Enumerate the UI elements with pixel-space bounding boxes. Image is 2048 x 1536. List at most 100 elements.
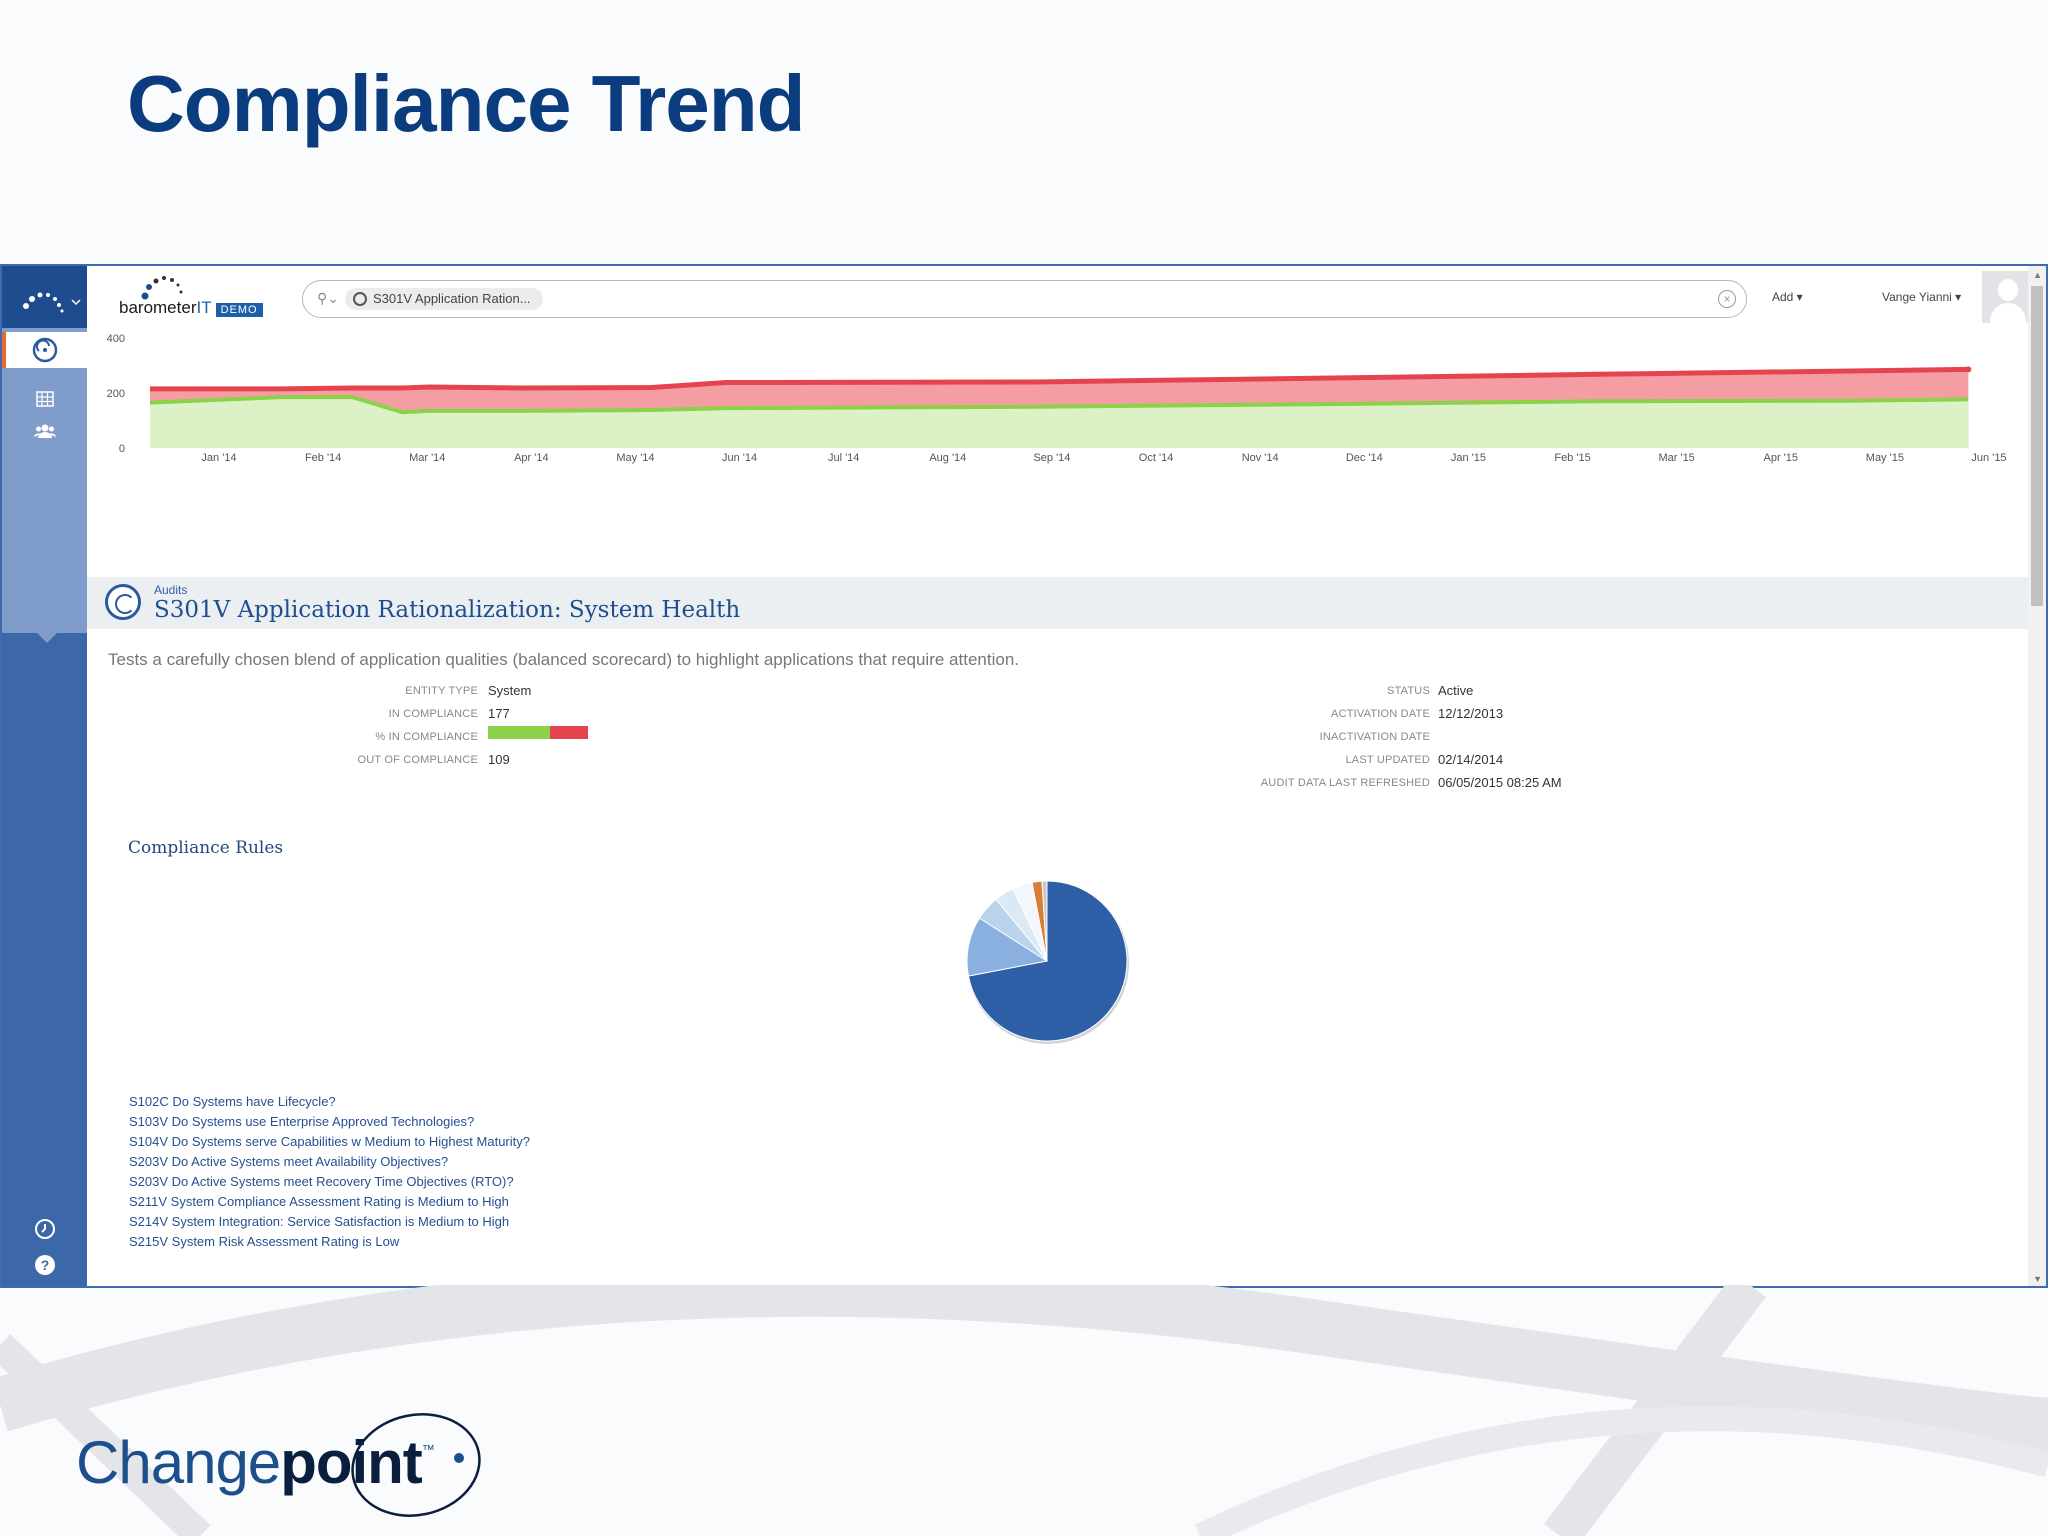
demo-badge: DEMO — [215, 303, 263, 317]
audit-chip-icon — [353, 292, 367, 306]
sidebar-item-users[interactable] — [32, 420, 58, 446]
compliance-rule-link[interactable]: S104V Do Systems serve Capabilities w Me… — [129, 1134, 530, 1149]
audit-category[interactable]: Audits — [154, 583, 188, 597]
user-menu[interactable]: Vange Yianni ▾ — [1882, 290, 1962, 304]
y-tick-label: 400 — [107, 333, 125, 345]
compliance-rule-link[interactable]: S215V System Risk Assessment Rating is L… — [129, 1234, 400, 1249]
meta-label-last-updated: Last Updated — [1345, 754, 1430, 766]
svg-text:?: ? — [41, 1257, 50, 1273]
add-menu[interactable]: Add ▾ — [1772, 290, 1803, 304]
compliance-rule-link[interactable]: S103V Do Systems use Enterprise Approved… — [129, 1114, 475, 1129]
help-icon: ? — [35, 1255, 55, 1275]
meta-value-status: Active — [1438, 683, 1474, 698]
x-tick-label: Jun '15 — [1971, 452, 2006, 464]
sidebar-item-table[interactable] — [32, 388, 58, 414]
compliance-rule-link[interactable]: S203V Do Active Systems meet Recovery Ti… — [129, 1174, 514, 1189]
compliance-rule-link[interactable]: S203V Do Active Systems meet Availabilit… — [129, 1154, 449, 1169]
x-tick-label: Apr '14 — [514, 452, 549, 464]
x-tick-label: Feb '15 — [1554, 452, 1590, 464]
x-tick-label: Jan '15 — [1451, 452, 1486, 464]
slide-title: Compliance Trend — [127, 59, 805, 148]
pie-slice[interactable] — [966, 917, 1049, 977]
changepoint-logo: Changepoint™ — [76, 1410, 481, 1520]
audit-title: S301V Application Rationalization: Syste… — [154, 597, 741, 623]
changepoint-orbit-icon — [351, 1413, 481, 1517]
users-icon — [34, 424, 56, 438]
compliance-rule-link[interactable]: S102C Do Systems have Lifecycle? — [129, 1094, 336, 1109]
vertical-scrollbar[interactable]: ▲ ▼ — [2028, 266, 2046, 1286]
compliance-rule-link[interactable]: S211V System Compliance Assessment Ratin… — [129, 1194, 509, 1209]
clock-icon — [35, 1219, 55, 1239]
meta-label-audit-refreshed: Audit Data Last Refreshed — [1260, 777, 1430, 789]
location-pin-icon[interactable]: ⚲⌄ — [317, 290, 339, 306]
barometer-logo-icon — [23, 292, 81, 313]
meta-label-entity-type: Entity Type — [405, 685, 478, 697]
clear-search-icon[interactable]: × — [1718, 290, 1736, 308]
audit-description: Tests a carefully chosen blend of applic… — [108, 650, 1019, 669]
sidebar-item-audits[interactable] — [2, 332, 87, 368]
logo-word-light: Change — [76, 1429, 281, 1496]
x-tick-label: Mar '14 — [409, 452, 445, 464]
scroll-up-icon[interactable]: ▲ — [2033, 270, 2042, 280]
compliance-rules-list: S102C Do Systems have Lifecycle? S103V Do… — [129, 1092, 530, 1252]
scrollbar-thumb[interactable] — [2031, 286, 2043, 606]
meta-label-out-of-compliance: Out of Compliance — [357, 754, 478, 766]
total-line — [150, 366, 1969, 392]
avatar-head — [1998, 279, 2018, 301]
meta-value-in-compliance: 177 — [488, 706, 510, 721]
x-tick-label: Jun '14 — [722, 452, 757, 464]
x-tick-label: Sep '14 — [1033, 452, 1070, 464]
meta-value-activation-date: 12/12/2013 — [1438, 706, 1504, 721]
x-tick-label: Jul '14 — [828, 452, 859, 464]
compliance-bar-green — [488, 726, 550, 739]
compliance-trend-chart: 400 200 0 Jan '14 Feb '14 Mar '14 Apr '14 May '… — [87, 328, 2030, 468]
meta-value-out-of-compliance: 109 — [488, 752, 510, 767]
x-tick-label: Mar '15 — [1658, 452, 1694, 464]
trend-chart-svg: 400 200 0 Jan '14 Feb '14 Mar '14 Apr '14 May '… — [107, 333, 2007, 464]
sidebar: ? — [2, 266, 87, 1286]
y-tick-label: 0 — [119, 443, 125, 455]
app-header: barometerIT DEMO ⚲⌄ S301V Application Rat… — [87, 266, 2046, 328]
meta-label-inactivation-date: Inactivation Date — [1319, 731, 1430, 743]
x-tick-label: Jan '14 — [201, 452, 236, 464]
x-tick-label: May '14 — [616, 452, 654, 464]
meta-value-audit-refreshed: 06/05/2015 08:25 AM — [1438, 775, 1562, 790]
barometer-logo[interactable]: barometerIT DEMO — [119, 274, 279, 324]
sidebar-item-help[interactable]: ? — [32, 1254, 58, 1280]
meta-label-activation-date: Activation Date — [1331, 708, 1430, 720]
search-bar[interactable]: ⚲⌄ S301V Application Ration... × — [302, 280, 1747, 318]
meta-label-status: Status — [1387, 685, 1430, 697]
total-end-point — [1965, 366, 1972, 373]
changepoint-wordmark: Changepoint™ — [76, 1428, 435, 1497]
audit-icon — [32, 337, 58, 363]
app-window: ? barometerIT DEMO ⚲⌄ S301V Application R… — [0, 264, 2048, 1288]
table-icon — [36, 391, 54, 407]
meta-label-in-compliance: In Compliance — [388, 708, 478, 720]
x-tick-label: Aug '14 — [929, 452, 966, 464]
compliant-area — [150, 397, 1969, 448]
meta-label-percent-compliance: % In Compliance — [375, 731, 478, 743]
audit-icon — [105, 584, 141, 620]
x-tick-label: Apr '15 — [1764, 452, 1799, 464]
avatar-body — [1990, 303, 2026, 323]
scroll-down-icon[interactable]: ▼ — [2033, 1274, 2042, 1284]
sidebar-brand[interactable] — [2, 266, 87, 328]
sidebar-item-history[interactable] — [32, 1218, 58, 1244]
x-tick-label: Nov '14 — [1242, 452, 1279, 464]
meta-value-last-updated: 02/14/2014 — [1438, 752, 1504, 767]
slide-background-arcs — [0, 1285, 2048, 1536]
avatar[interactable] — [1982, 271, 2034, 323]
compliance-rule-link[interactable]: S214V System Integration: Service Satisf… — [129, 1214, 510, 1229]
logo-trademark: ™ — [421, 1442, 435, 1457]
search-chip[interactable]: S301V Application Ration... — [345, 288, 543, 310]
pie-slice[interactable] — [1041, 880, 1048, 962]
compliance-rules-pie — [966, 880, 1129, 1044]
search-chip-label: S301V Application Ration... — [373, 291, 531, 306]
x-tick-label: Feb '14 — [305, 452, 341, 464]
sidebar-nav-panel — [2, 328, 87, 643]
compliant-line — [149, 395, 1969, 415]
y-tick-label: 200 — [107, 388, 125, 400]
audit-header: Audits S301V Application Rationalization… — [87, 577, 2030, 629]
background-arcs — [0, 1285, 2048, 1536]
meta-value-entity-type: System — [488, 683, 532, 698]
